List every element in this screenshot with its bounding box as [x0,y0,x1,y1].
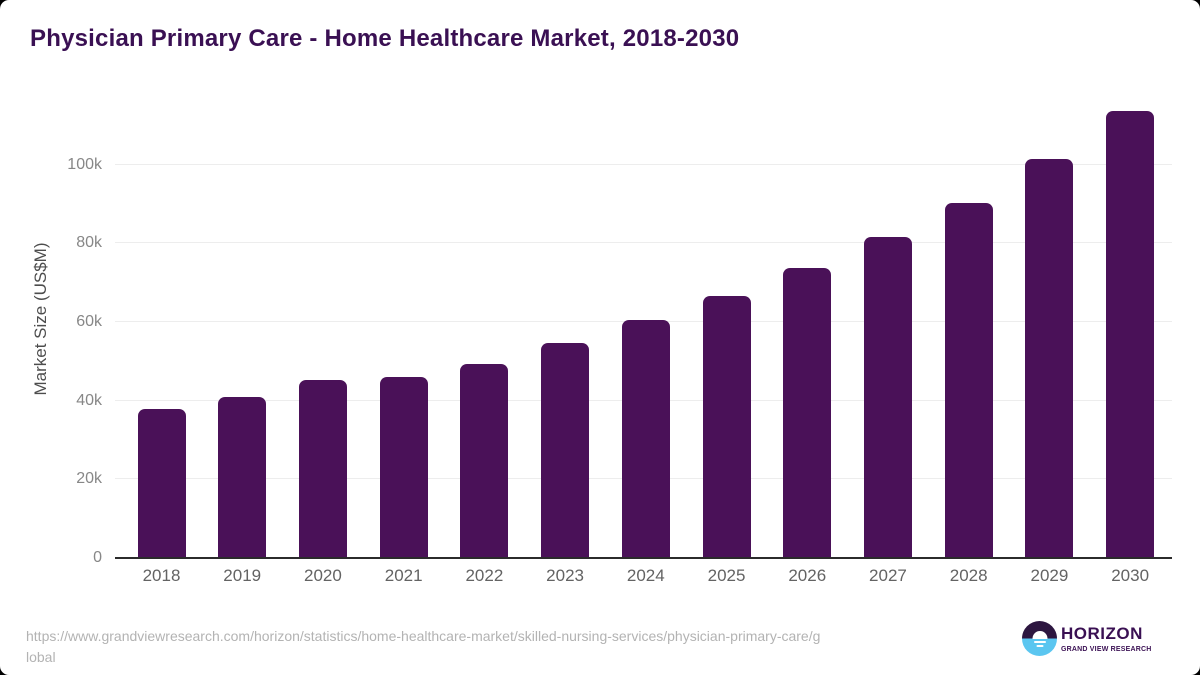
chart-title: Physician Primary Care - Home Healthcare… [30,25,740,52]
logo-text: HORIZON GRAND VIEW RESEARCH [1061,625,1152,653]
logo-tagline: GRAND VIEW RESEARCH [1061,645,1152,653]
x-tick-label-2026: 2026 [788,566,827,585]
y-tick-label-0: 0 [93,549,102,566]
reflection-line-icon [1033,641,1046,643]
horizon-logo-icon [1022,621,1057,656]
x-axis-line [115,557,1172,559]
y-tick-label-60k: 60k [76,312,102,330]
x-tick-label-2022: 2022 [465,566,504,585]
source-url-line-1: https://www.grandviewresearch.com/horizo… [26,628,821,644]
horizon-logo: HORIZON GRAND VIEW RESEARCH [1022,621,1152,656]
bar-2029[interactable] [1025,159,1074,558]
y-tick-label-20k: 20k [76,470,102,488]
x-tick-label-2029: 2029 [1030,566,1069,585]
gridline [115,163,1172,165]
plot-area [115,100,1172,558]
bar-2028[interactable] [944,202,993,558]
bar-2025[interactable] [702,295,751,558]
reflection-line-icon [1036,645,1043,647]
x-tick-label-2025: 2025 [707,566,746,585]
bar-2026[interactable] [783,267,832,558]
bar-2020[interactable] [298,379,347,558]
logo-brand: HORIZON [1061,623,1143,643]
bar-2021[interactable] [379,377,428,558]
bar-2023[interactable] [541,342,590,558]
x-tick-label-2028: 2028 [949,566,988,585]
y-tick-label-80k: 80k [76,234,102,252]
x-tick-label-2019: 2019 [223,566,262,585]
bar-2024[interactable] [621,319,670,558]
x-tick-label-2018: 2018 [142,566,181,585]
gridline [115,242,1172,244]
bar-2018[interactable] [137,409,186,558]
bar-2030[interactable] [1106,110,1155,558]
x-tick-label-2023: 2023 [546,566,584,585]
bar-2027[interactable] [863,236,912,558]
source-url-line-2: lobal [26,649,56,665]
y-tick-label-40k: 40k [76,391,102,409]
y-tick-label-100k: 100k [67,155,102,173]
x-tick-label-2021: 2021 [384,566,423,585]
x-tick-label-2024: 2024 [626,566,665,585]
source-url: https://www.grandviewresearch.com/horizo… [26,626,820,668]
bar-2022[interactable] [460,364,509,558]
x-tick-label-2030: 2030 [1111,566,1150,585]
x-tick-label-2027: 2027 [869,566,907,585]
x-tick-label-2020: 2020 [304,566,342,585]
sun-icon [1032,630,1047,639]
bar-2019[interactable] [218,397,267,558]
